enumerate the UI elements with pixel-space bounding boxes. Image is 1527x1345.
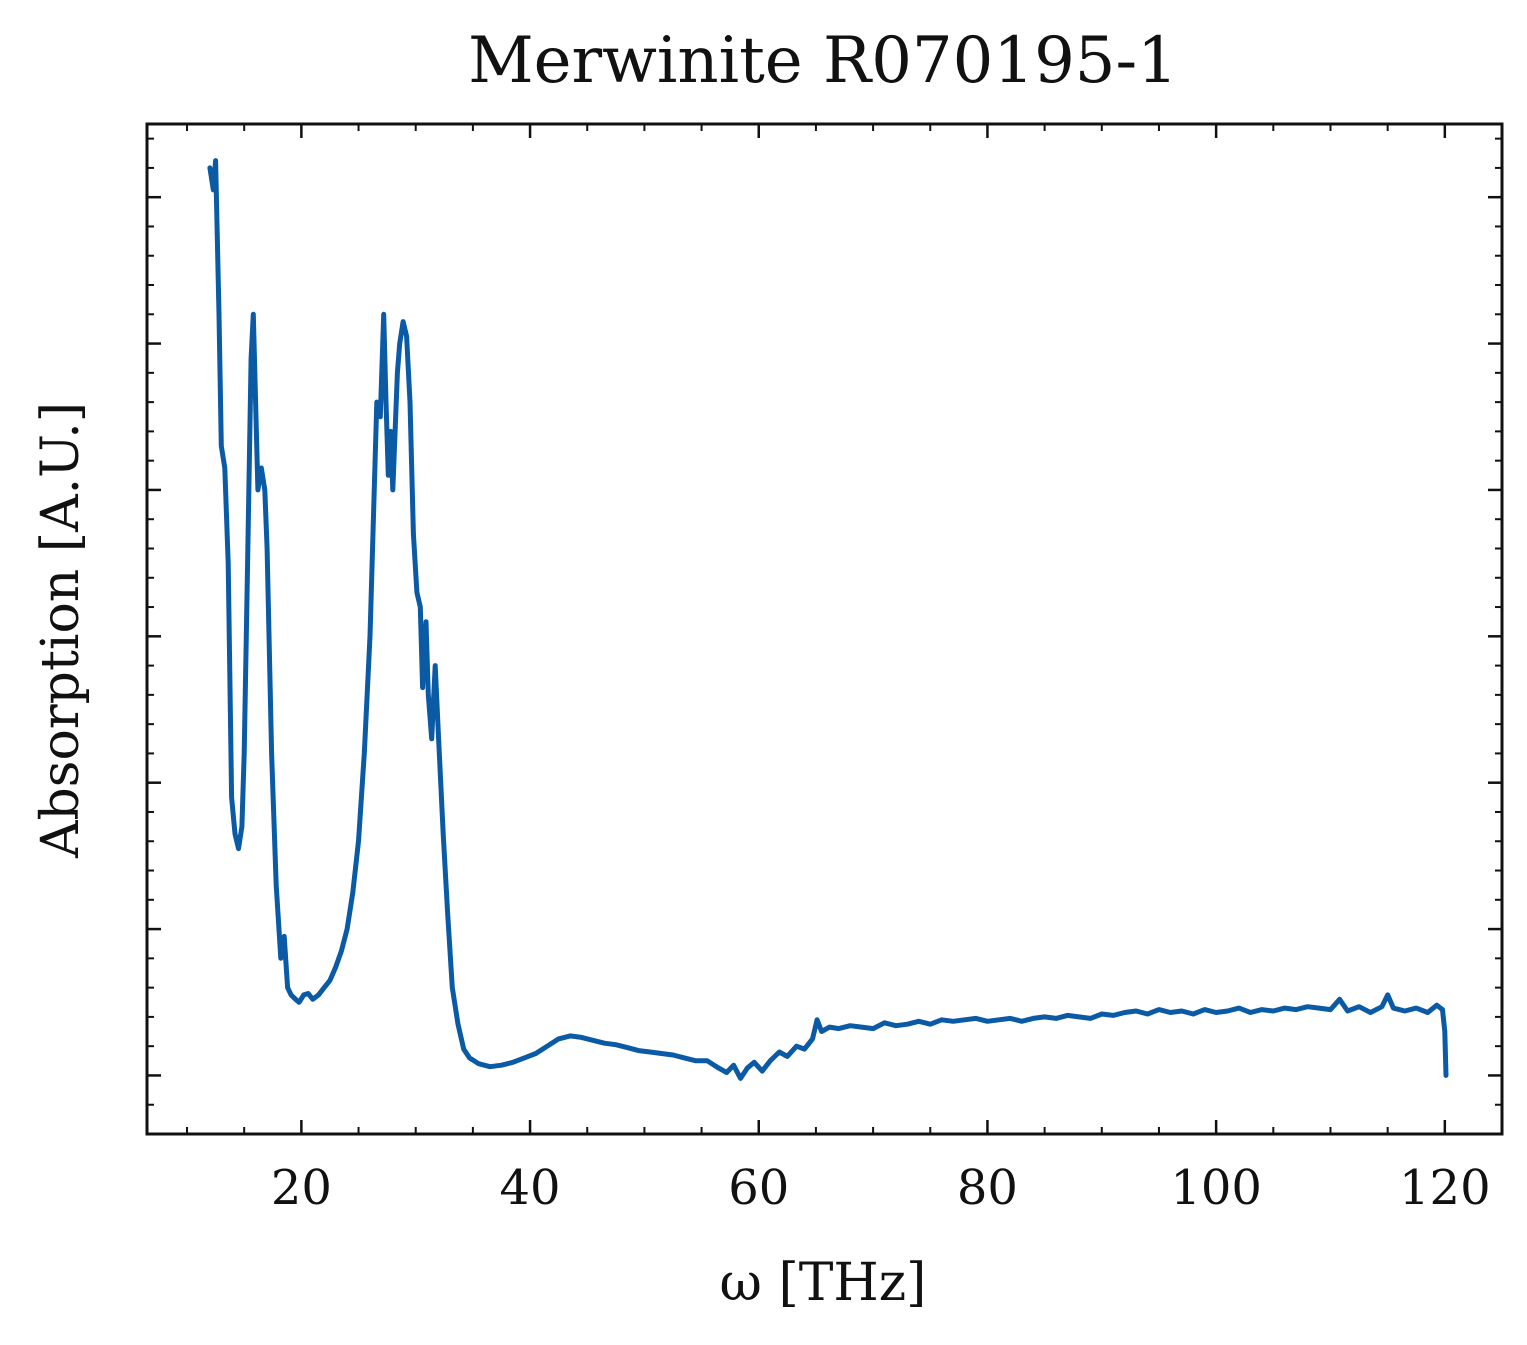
x-tick-label: 20 xyxy=(271,1160,332,1216)
chart-title: Merwinite R070195-1 xyxy=(468,24,1178,98)
x-tick-labels: 20 40 60 80 100 120 xyxy=(271,1160,1491,1216)
x-tick-label: 100 xyxy=(1170,1160,1262,1216)
plot-area: 20 40 60 80 100 120 xyxy=(145,122,1504,1216)
x-tick-label: 60 xyxy=(728,1160,789,1216)
axis-ticks xyxy=(147,124,1503,1135)
x-tick-label: 120 xyxy=(1399,1160,1491,1216)
x-axis-label: ω [THz] xyxy=(720,1253,927,1313)
absorption-series-line xyxy=(207,158,1449,1081)
axes-frame xyxy=(145,122,1504,1136)
x-tick-label: 80 xyxy=(957,1160,1018,1216)
x-tick-label: 40 xyxy=(500,1160,561,1216)
y-axis-label: Absorption [A.U.] xyxy=(31,402,91,859)
